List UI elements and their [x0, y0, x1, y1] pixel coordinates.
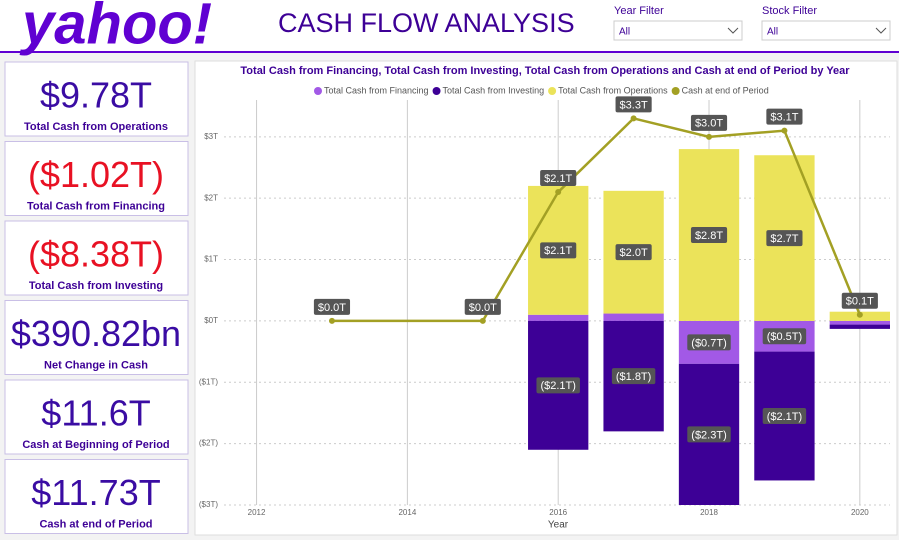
data-label: $0.0T [318, 302, 346, 314]
dropdown-arrow[interactable] [875, 27, 887, 34]
legend-label: Total Cash from Investing [443, 85, 545, 95]
bar [829, 320, 890, 325]
data-label-bg [766, 108, 803, 125]
legend-label: Total Cash from Operations [558, 85, 668, 95]
data-label-bg [536, 377, 580, 394]
kpi-card [4, 220, 189, 296]
data-label: $2.1T [544, 173, 572, 185]
filter-label: Stock Filter [762, 5, 817, 17]
kpi-label: Net Change in Cash [44, 359, 148, 371]
x-axis-title: Year [548, 520, 569, 531]
kpi-card [4, 61, 189, 137]
y-tick-label: $3T [204, 132, 218, 141]
data-label-bg [611, 368, 656, 385]
data-label-bg [762, 408, 807, 425]
line-point [781, 127, 788, 134]
data-label: $2.8T [695, 230, 723, 242]
data-label-bg [540, 242, 577, 259]
data-label: $3.0T [695, 118, 723, 130]
kpi-card [4, 459, 189, 534]
data-label-bg [313, 298, 351, 315]
line-point [630, 115, 637, 122]
data-label: $3.3T [620, 99, 648, 111]
line-point [706, 133, 713, 140]
data-label-bg [766, 230, 803, 247]
data-label: ($1.8T) [616, 371, 651, 383]
bar [528, 314, 589, 321]
x-tick-label: 2020 [851, 508, 869, 517]
y-tick-label: $1T [204, 255, 218, 264]
filter-label: Year Filter [614, 5, 664, 17]
data-label-bg [841, 292, 878, 309]
line-point [555, 189, 562, 196]
x-tick-label: 2016 [549, 508, 567, 517]
kpi-value: ($1.02T) [28, 154, 164, 195]
y-tick-label: ($3T) [199, 500, 218, 509]
dropdown-arrow[interactable] [727, 27, 739, 34]
data-label-bg [615, 96, 652, 113]
filter-value[interactable]: All [619, 27, 630, 38]
bar [603, 313, 664, 321]
y-tick-label: $0T [204, 316, 218, 325]
data-label: $0.1T [846, 296, 874, 308]
y-tick-label: $2T [204, 193, 218, 202]
data-label-bg [690, 114, 728, 131]
legend-swatch [314, 87, 322, 95]
chart-title: Total Cash from Financing, Total Cash fr… [240, 65, 850, 77]
line-point [328, 317, 335, 324]
x-tick-label: 2012 [248, 508, 266, 517]
legend-label: Cash at end of Period [682, 85, 769, 95]
kpi-value: $11.6T [41, 393, 150, 434]
data-label: ($2.3T) [691, 429, 726, 441]
logo: yahoo! [19, 0, 212, 56]
kpi-value: ($8.38T) [28, 234, 164, 275]
data-label: $3.1T [770, 112, 798, 124]
data-label: $2.1T [544, 245, 572, 257]
kpi-label: Cash at Beginning of Period [22, 439, 169, 451]
data-label-bg [540, 170, 577, 187]
data-label-bg [687, 334, 731, 351]
filter-dropdown[interactable] [761, 20, 891, 41]
kpi-value: $9.78T [40, 75, 152, 116]
kpi-value: $390.82bn [11, 313, 181, 354]
kpi-value: $11.73T [31, 472, 160, 513]
data-label: $0.0T [469, 302, 497, 314]
kpi-card [4, 379, 189, 455]
kpi-card [4, 141, 189, 216]
kpi-card [4, 300, 189, 375]
y-tick-label: ($1T) [199, 377, 218, 386]
filter-dropdown[interactable] [613, 20, 743, 41]
kpi-label: Total Cash from Operations [24, 121, 168, 133]
data-label: $2.0T [620, 247, 648, 259]
legend-swatch [432, 87, 441, 95]
x-tick-label: 2014 [398, 508, 416, 517]
line-point [479, 317, 486, 324]
data-label: $2.7T [770, 233, 798, 245]
kpi-label: Cash at end of Period [39, 518, 152, 530]
data-label-bg [464, 298, 501, 315]
line-point [856, 311, 863, 318]
data-label: ($2.1T) [540, 380, 575, 392]
data-label: ($2.1T) [767, 411, 802, 423]
data-label-bg [615, 244, 652, 261]
data-label-bg [687, 426, 731, 443]
data-label-bg [690, 227, 728, 243]
header-bar [0, 0, 899, 52]
kpi-label: Total Cash from Investing [29, 280, 163, 292]
x-tick-label: 2018 [700, 508, 718, 517]
data-label: ($0.5T) [767, 331, 802, 343]
data-label-bg [762, 328, 807, 345]
filter-value[interactable]: All [767, 27, 778, 38]
legend-swatch [671, 87, 680, 95]
y-tick-label: ($2T) [199, 439, 218, 448]
bar [829, 324, 890, 329]
legend-label: Total Cash from Financing [324, 85, 429, 95]
data-label: ($0.7T) [691, 337, 726, 349]
kpi-label: Total Cash from Financing [27, 200, 165, 212]
legend-swatch [548, 87, 557, 95]
page-title: CASH FLOW ANALYSIS [278, 8, 575, 38]
